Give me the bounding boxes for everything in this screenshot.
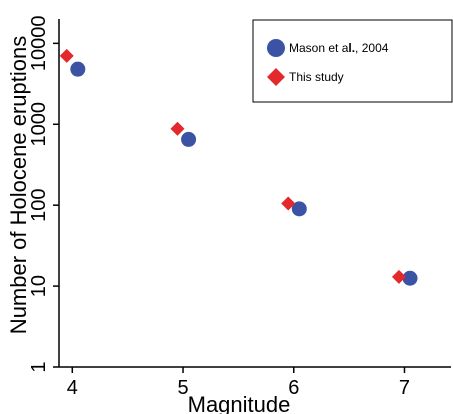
legend-marker-this-study bbox=[267, 68, 285, 86]
x-tick-label: 7 bbox=[399, 377, 410, 399]
legend-label-this-study: This study bbox=[289, 70, 344, 84]
this-study-point bbox=[59, 48, 74, 63]
x-tick-label: 4 bbox=[67, 377, 78, 399]
x-tick-label: 5 bbox=[177, 377, 188, 399]
legend-label-mason: Mason et al., 2004 bbox=[289, 41, 389, 55]
legend-box bbox=[252, 19, 453, 103]
this-study-point bbox=[170, 121, 185, 136]
legend-label-mason-bold: l. bbox=[348, 41, 355, 55]
y-axis-label: Number of Holocene eruptions bbox=[6, 36, 31, 334]
mason-point bbox=[181, 131, 197, 147]
y-tick-label: 100 bbox=[28, 188, 50, 221]
axes bbox=[58, 19, 451, 368]
y-tick-label: 1000 bbox=[28, 102, 50, 147]
legend-label-mason-suffix: , 2004 bbox=[355, 41, 389, 55]
legend-label-mason-prefix: Mason et a bbox=[289, 41, 349, 55]
x-tick-label: 6 bbox=[288, 377, 299, 399]
mason-point bbox=[291, 201, 307, 217]
mason-point bbox=[402, 270, 418, 286]
y-tick-label: 10 bbox=[28, 275, 50, 297]
y-tick-label: 10000 bbox=[28, 16, 50, 72]
legend: Mason et al., 2004 This study bbox=[252, 19, 453, 103]
y-tick-label: 1 bbox=[28, 361, 50, 372]
ticks: 4 5 6 7 1 10 100 1000 10000 bbox=[28, 16, 410, 399]
this-study-point bbox=[391, 269, 406, 284]
data-points bbox=[59, 48, 418, 286]
this-study-point bbox=[281, 196, 296, 211]
legend-marker-mason bbox=[267, 39, 285, 57]
x-axis-label: Magnitude bbox=[188, 392, 291, 414]
mason-point bbox=[70, 61, 86, 77]
